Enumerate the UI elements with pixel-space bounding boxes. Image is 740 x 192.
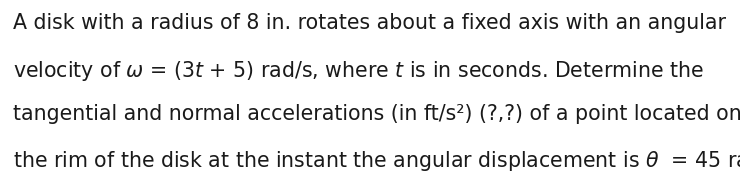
Text: velocity of $\omega$ = (3$t$ + 5) rad/s, where $t$ is in seconds. Determine the: velocity of $\omega$ = (3$t$ + 5) rad/s,… <box>13 59 704 83</box>
Text: tangential and normal accelerations (in ft/s²) (?,?) of a point located on: tangential and normal accelerations (in … <box>13 104 740 124</box>
Text: the rim of the disk at the instant the angular displacement is $\theta$  = 45 ra: the rim of the disk at the instant the a… <box>13 149 740 173</box>
Text: A disk with a radius of 8 in. rotates about a fixed axis with an angular: A disk with a radius of 8 in. rotates ab… <box>13 13 727 33</box>
